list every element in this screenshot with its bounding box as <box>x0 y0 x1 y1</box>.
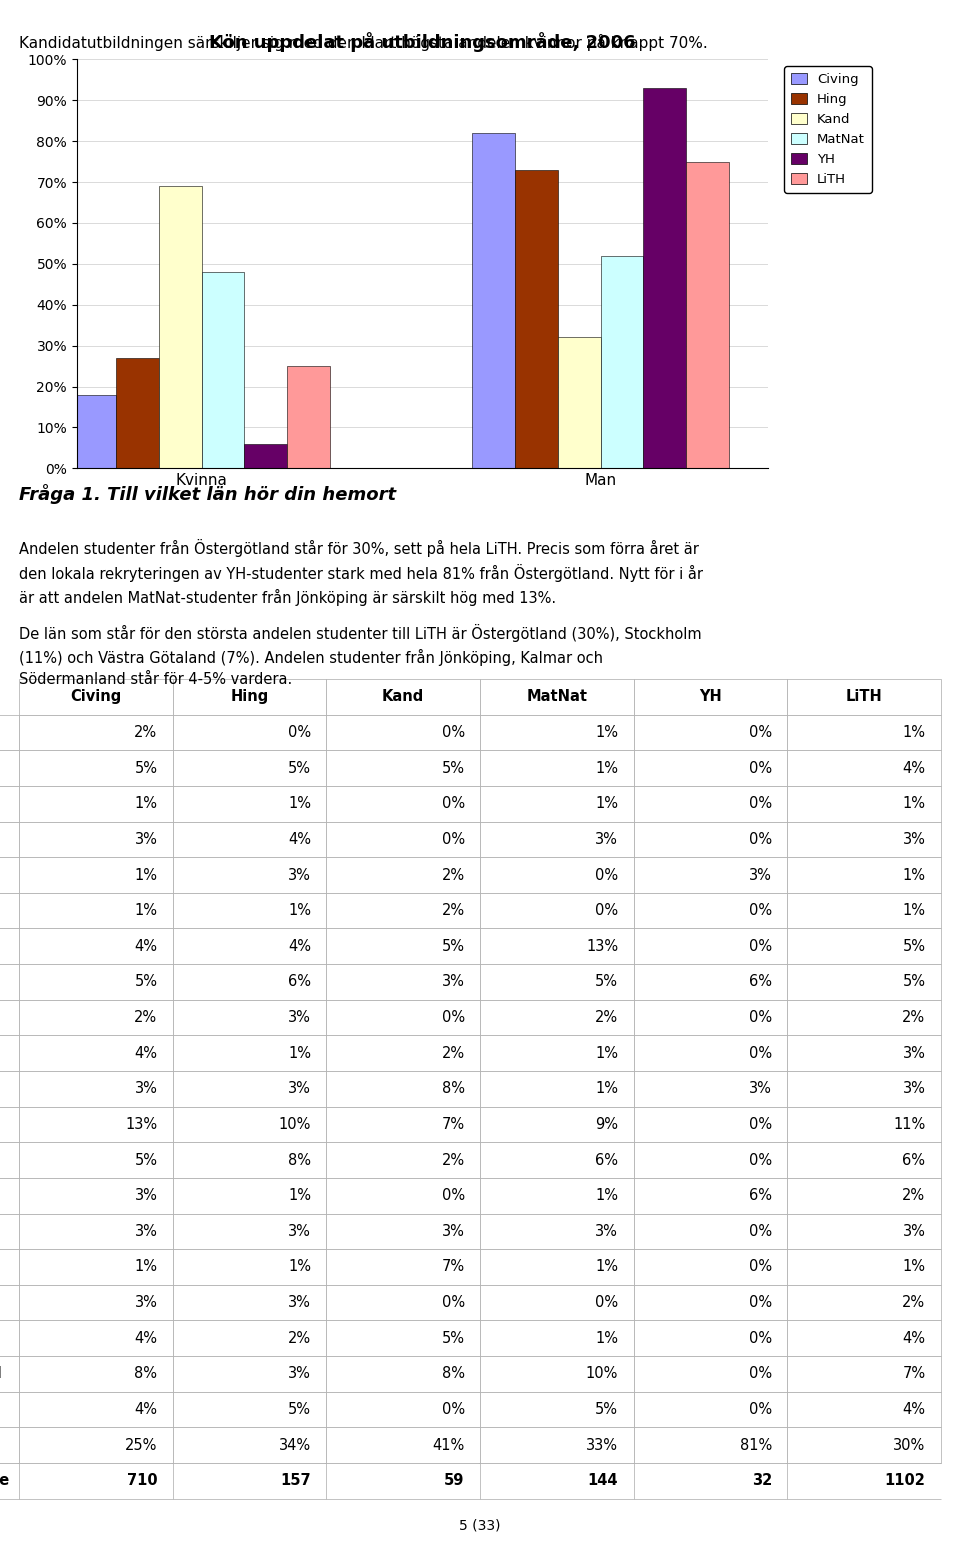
Bar <box>472 133 515 468</box>
Text: Kandidatutbildningen särskiljer sig med den klart högsta andelen kvinnor på knap: Kandidatutbildningen särskiljer sig med … <box>19 34 708 52</box>
Bar <box>287 367 330 468</box>
Bar <box>643 87 686 468</box>
Legend: Civing, Hing, Kand, MatNat, YH, LiTH: Civing, Hing, Kand, MatNat, YH, LiTH <box>784 66 872 192</box>
Text: 5 (33): 5 (33) <box>459 1519 501 1533</box>
Bar <box>601 256 643 468</box>
Bar <box>73 395 116 468</box>
Bar <box>686 162 729 468</box>
Bar <box>116 357 158 468</box>
Bar <box>202 272 244 468</box>
Text: De län som står för den största andelen studenter till LiTH är Östergötland (30%: De län som står för den största andelen … <box>19 624 702 687</box>
Text: Fråga 1. Till vilket län hör din hemort: Fråga 1. Till vilket län hör din hemort <box>19 484 396 504</box>
Text: Andelen studenter från Östergötland står för 30%, sett på hela LiTH. Precis som : Andelen studenter från Östergötland står… <box>19 539 703 606</box>
Bar <box>244 443 287 468</box>
Title: Kön uppdelat på utbildningsområde, 2006: Kön uppdelat på utbildningsområde, 2006 <box>209 33 636 52</box>
Bar <box>515 170 558 468</box>
Bar <box>158 186 202 468</box>
Bar <box>558 337 601 468</box>
